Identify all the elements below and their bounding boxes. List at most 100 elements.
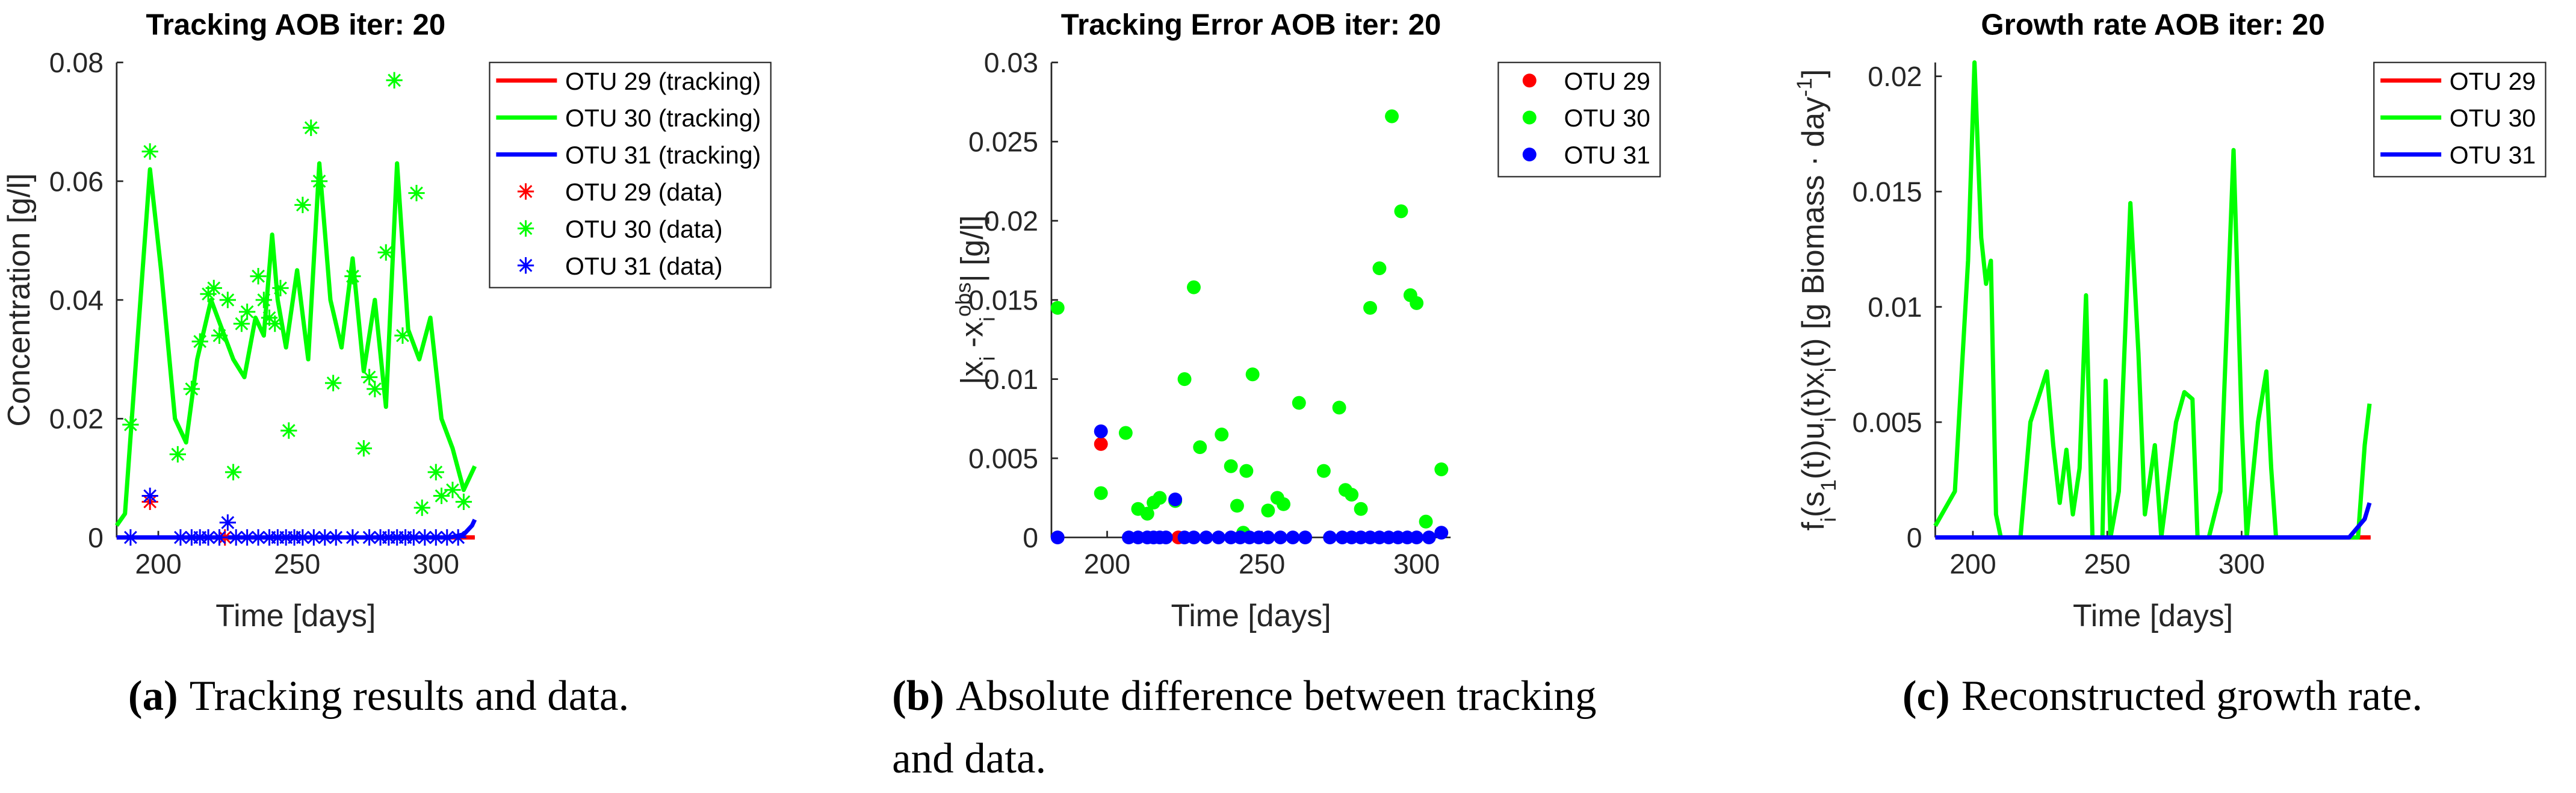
data-point	[1050, 300, 1065, 315]
data-point	[1187, 280, 1201, 294]
data-point	[1118, 426, 1133, 440]
data-point	[1298, 530, 1313, 545]
caption-label: (a)	[128, 673, 178, 720]
data-point	[1094, 486, 1108, 500]
data-point	[1434, 462, 1449, 476]
x-tick-label: 200	[135, 549, 181, 580]
data-marker	[219, 514, 236, 531]
x-axis-label: Time [days]	[2073, 598, 2233, 633]
data-marker	[416, 529, 433, 546]
data-marker	[324, 375, 342, 391]
data-marker	[450, 529, 466, 546]
data-marker	[344, 268, 361, 285]
data-point	[1394, 204, 1408, 219]
chart: Tracking Error AOB iter: 20 0 0.005 0.01 0.0…	[892, 8, 1661, 782]
caption: (b) Absolute difference between tracking	[892, 673, 1596, 720]
data-point	[1345, 488, 1359, 502]
y-axis-label-part: f	[1795, 521, 1830, 530]
chart-title: Growth rate AOB iter: 20	[1981, 8, 2324, 41]
y-axis-label-part: (t)x	[1795, 372, 1830, 417]
legend-marker	[517, 257, 534, 274]
legend-label: OTU 29 (tracking)	[565, 67, 761, 95]
data-point	[1372, 261, 1387, 276]
y-tick-label: 0.015	[1853, 176, 1922, 208]
data-point	[1177, 372, 1192, 387]
legend: OTU 29 (tracking) OTU 30 (tracking) OTU 31…	[489, 61, 772, 288]
data-marker	[191, 529, 208, 546]
data-point	[1316, 464, 1331, 478]
y-axis-label-part: obs	[951, 282, 975, 317]
y-axis-label-part: Concentration [g/l]	[1, 173, 36, 427]
x-tick-label: 200	[1084, 549, 1130, 580]
caption-label: (b)	[892, 673, 944, 720]
data-marker	[408, 185, 425, 202]
data-marker	[172, 529, 189, 546]
data-point	[1385, 109, 1399, 123]
chart: Growth rate AOB iter: 20 0 0.005 0.01 0.015 0…	[1792, 8, 2547, 720]
data-point	[1323, 530, 1337, 545]
legend-label: OTU 29	[1564, 67, 1650, 95]
data-point	[1168, 492, 1183, 506]
data-marker	[286, 529, 303, 546]
data-marker	[269, 529, 286, 546]
y-tick-label: 0.02	[984, 205, 1038, 237]
plot-area	[114, 72, 477, 546]
data-point	[1363, 300, 1378, 315]
caption: (c) Reconstructed growth rate.	[1903, 673, 2423, 720]
x-tick-label: 300	[2218, 549, 2265, 580]
legend-label: OTU 29	[2450, 67, 2536, 95]
series-line	[114, 161, 477, 527]
data-point	[1224, 459, 1238, 473]
y-tick-label: 0.005	[1853, 406, 1922, 438]
data-marker	[455, 493, 472, 511]
x-tick-label: 250	[1239, 549, 1285, 580]
legend-label: OTU 31	[2450, 141, 2536, 169]
x-tick-label: 200	[1949, 549, 1996, 580]
data-marker	[355, 440, 373, 457]
y-axis-label-part: i	[1816, 417, 1841, 422]
caption-text: and data.	[892, 735, 1046, 782]
data-point	[1286, 530, 1300, 545]
data-point	[1261, 503, 1275, 518]
data-point	[1193, 440, 1207, 455]
data-marker	[233, 315, 250, 332]
y-axis-label-part: | [g/l]	[954, 215, 989, 282]
data-marker	[361, 369, 378, 385]
y-axis-label-part: (t) [g Biomass · day	[1795, 97, 1830, 368]
data-point	[1230, 499, 1244, 513]
data-point	[1419, 514, 1433, 529]
caption-text: Tracking results and data.	[190, 673, 629, 720]
legend-label: OTU 31	[1564, 141, 1650, 169]
y-axis-label-part: (s	[1795, 491, 1830, 517]
data-marker	[238, 303, 256, 320]
data-marker	[211, 327, 228, 344]
y-tick-label: 0.01	[984, 364, 1038, 395]
data-marker	[294, 196, 311, 214]
y-axis-label-part: ]	[1795, 69, 1830, 78]
legend-label: OTU 31 (data)	[565, 252, 723, 280]
data-point	[1239, 464, 1254, 478]
x-tick-label: 250	[2084, 549, 2130, 580]
data-marker	[272, 279, 289, 297]
data-point	[1050, 530, 1065, 545]
data-marker	[305, 529, 322, 546]
caption: and data.	[892, 735, 1046, 782]
data-marker	[397, 529, 414, 546]
data-marker	[228, 529, 244, 546]
chart-title: Tracking Error AOB iter: 20	[1061, 8, 1441, 41]
data-point	[1410, 530, 1424, 545]
data-marker	[211, 529, 228, 546]
data-marker	[394, 327, 411, 344]
data-marker	[219, 291, 236, 308]
data-marker	[439, 529, 456, 546]
data-marker	[250, 268, 267, 285]
data-point	[1422, 530, 1436, 545]
series-line	[1935, 502, 2372, 540]
legend: OTU 29 OTU 30 OTU 31	[2373, 61, 2547, 178]
data-marker	[205, 279, 222, 297]
caption: (a) Tracking results and data.	[128, 673, 629, 720]
data-marker	[141, 143, 158, 160]
